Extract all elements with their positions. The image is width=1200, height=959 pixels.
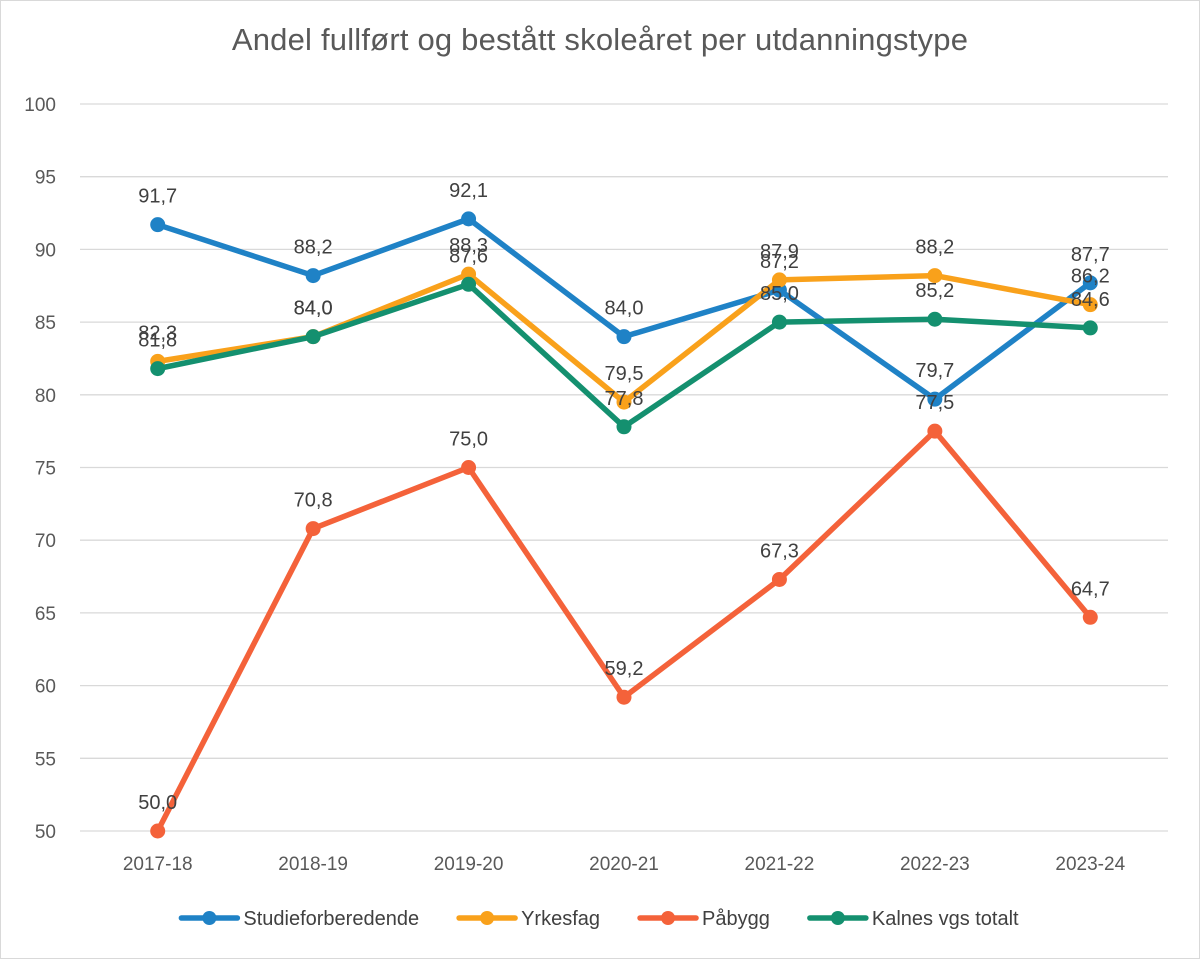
data-label: 59,2 xyxy=(605,658,644,680)
data-point xyxy=(927,311,943,327)
data-label: 82,3 xyxy=(138,322,177,344)
data-label: 85,0 xyxy=(760,283,799,305)
y-tick-label: 55 xyxy=(35,749,56,770)
data-labels: 91,7 88,2 92,1 84,0 87,2 79,7 87,7 82,3 84,0 88,3… xyxy=(138,180,1110,814)
legend-label: Studieforberedende xyxy=(243,908,419,930)
series-layer xyxy=(150,211,1098,839)
x-tick-label: 2018-19 xyxy=(278,854,348,875)
data-point xyxy=(305,521,321,537)
data-label: 64,7 xyxy=(1071,578,1110,600)
x-tick-label: 2020-21 xyxy=(589,854,659,875)
x-tick-label: 2023-24 xyxy=(1055,854,1125,875)
data-point xyxy=(771,272,787,288)
y-tick-label: 100 xyxy=(24,95,56,116)
data-point xyxy=(616,329,632,345)
data-label: 84,6 xyxy=(1071,289,1110,311)
data-point xyxy=(616,689,632,705)
legend-marker xyxy=(661,911,676,925)
data-point xyxy=(305,268,321,284)
data-point xyxy=(771,314,787,330)
data-point xyxy=(616,419,632,435)
data-point xyxy=(1082,320,1098,336)
legend-label: Påbygg xyxy=(702,908,770,930)
data-label: 84,0 xyxy=(294,298,333,320)
data-label: 88,2 xyxy=(294,237,333,259)
legend-item: Kalnes vgs totalt xyxy=(807,908,1019,930)
data-label: 91,7 xyxy=(138,186,177,208)
data-point xyxy=(616,394,632,410)
y-tick-label: 60 xyxy=(35,677,56,698)
legend-item: Studieforberedende xyxy=(178,908,419,930)
data-point xyxy=(461,211,477,227)
y-tick-label: 50 xyxy=(35,822,56,843)
data-label: 84,0 xyxy=(294,298,333,320)
data-label: 81,8 xyxy=(138,330,177,352)
x-axis: 2017-18 2018-19 2019-20 2020-21 2021-22 2022-… xyxy=(123,854,1126,875)
data-point xyxy=(1082,297,1098,313)
data-point xyxy=(305,329,321,345)
data-label: 75,0 xyxy=(449,429,488,451)
data-label: 67,3 xyxy=(760,540,799,562)
legend-label: Yrkesfag xyxy=(521,908,600,930)
legend-marker xyxy=(480,911,495,925)
legend-label: Kalnes vgs totalt xyxy=(872,908,1019,930)
data-point xyxy=(150,217,166,233)
data-label: 77,5 xyxy=(915,392,954,414)
data-label: 88,2 xyxy=(915,237,954,259)
data-label: 87,6 xyxy=(449,245,488,267)
data-point xyxy=(150,361,166,377)
data-point xyxy=(927,268,943,284)
chart-title: Andel fullført og bestått skoleåret per … xyxy=(231,22,969,57)
data-point xyxy=(927,423,943,439)
data-label: 79,5 xyxy=(605,363,644,385)
grid-layer xyxy=(80,103,1168,832)
legend: Studieforberedende Yrkesfag Påbygg Kalnes v… xyxy=(178,908,1019,930)
data-point xyxy=(927,391,943,407)
data-point xyxy=(771,571,787,587)
data-label: 87,7 xyxy=(1071,244,1110,266)
data-label: 87,2 xyxy=(760,251,799,273)
data-point xyxy=(150,823,166,839)
data-label: 77,8 xyxy=(605,388,644,410)
y-tick-label: 75 xyxy=(35,459,56,480)
data-label: 84,0 xyxy=(605,298,644,320)
y-tick-label: 90 xyxy=(35,240,56,261)
data-label: 79,7 xyxy=(915,360,954,382)
y-tick-label: 85 xyxy=(35,313,56,334)
data-point xyxy=(1082,609,1098,625)
data-label: 50,0 xyxy=(138,792,177,814)
data-label: 87,9 xyxy=(760,241,799,263)
data-point xyxy=(1082,275,1098,291)
y-tick-label: 70 xyxy=(35,531,56,552)
x-tick-label: 2017-18 xyxy=(123,854,193,875)
data-label: 70,8 xyxy=(294,490,333,512)
x-tick-label: 2019-20 xyxy=(434,854,504,875)
x-tick-label: 2021-22 xyxy=(745,854,815,875)
legend-marker xyxy=(830,911,845,925)
y-tick-label: 95 xyxy=(35,168,56,189)
legend-item: Påbygg xyxy=(637,908,770,930)
y-tick-label: 80 xyxy=(35,386,56,407)
x-tick-label: 2022-23 xyxy=(900,854,970,875)
legend-marker xyxy=(202,911,217,925)
data-label: 85,2 xyxy=(915,280,954,302)
y-tick-label: 65 xyxy=(35,604,56,625)
data-label: 86,2 xyxy=(1071,266,1110,288)
data-label: 92,1 xyxy=(449,180,488,202)
data-point xyxy=(461,460,477,475)
data-label: 88,3 xyxy=(449,235,488,257)
data-point xyxy=(461,276,477,292)
legend-item: Yrkesfag xyxy=(456,908,600,930)
y-axis: 50 55 60 65 70 75 80 85 90 95 100 xyxy=(24,95,56,843)
